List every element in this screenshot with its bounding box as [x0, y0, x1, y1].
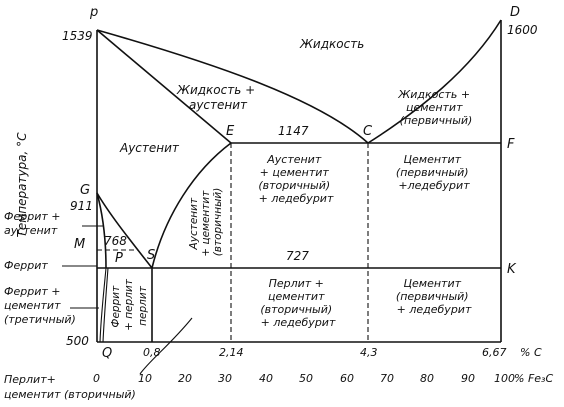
fe3c-tick-70: 70 — [380, 372, 394, 385]
fe3c-axis: 0 10 20 30 40 50 60 70 80 90 100 % Fe₃C — [93, 372, 553, 385]
region-liquid-cementite: Жидкость + цементит (первичный) — [397, 88, 473, 127]
temp-500: 500 — [66, 334, 89, 348]
point-c: C — [363, 124, 373, 139]
pointer-pearlite-cementite — [139, 317, 193, 375]
region-cementite-ledeburite-bottom: Цементит (первичный) + ледебурит — [396, 277, 472, 316]
point-d: D — [510, 5, 520, 20]
ferrite-zone-line — [102, 267, 109, 343]
pq-solvus — [99, 267, 107, 343]
region-pearlite-vertical: перлит — [137, 285, 149, 326]
region-pearlite-cementite-ledeburite: Перлит + цементит (вторичный) + ледебури… — [260, 277, 336, 329]
fe3c-tick-80: 80 — [420, 372, 434, 385]
carbon-tick-214: 2,14 — [219, 346, 244, 359]
fe3c-unit: % Fe₃C — [514, 372, 553, 385]
region-liquid: Жидкость — [299, 37, 364, 51]
fe3c-tick-90: 90 — [461, 372, 475, 385]
fe3c-tick-60: 60 — [340, 372, 354, 385]
a3-line-gs — [96, 192, 153, 269]
region-austenite-secondary-cementite-vertical: Аустенит + цементит (вторичный) — [188, 187, 224, 256]
point-p: p — [89, 5, 98, 20]
temp-727: 727 — [286, 249, 309, 263]
temp-768: 768 — [104, 234, 127, 248]
region-austenite-cementite-ledeburite: Аустенит + цементит (вторичный) + ледебу… — [258, 153, 334, 205]
region-austenite: Аустенит — [119, 141, 180, 155]
region-ferrite-pearlite-vertical: Феррит + перлит — [110, 278, 135, 331]
temp-1147: 1147 — [278, 124, 309, 138]
temp-911: 911 — [70, 199, 93, 213]
fe3c-tick-30: 30 — [218, 372, 232, 385]
liquidus-cd — [367, 19, 502, 144]
fe3c-tick-10: 10 — [138, 372, 152, 385]
carbon-tick-08: 0,8 — [143, 346, 161, 359]
carbon-unit: % C — [520, 346, 542, 359]
fe3c-tick-20: 20 — [178, 372, 192, 385]
phase-boundaries — [62, 19, 502, 375]
fe3c-tick-50: 50 — [299, 372, 313, 385]
solidus-ae — [96, 29, 232, 144]
region-cementite-ledeburite-top: Цементит (первичный) +ледебурит — [396, 153, 472, 192]
point-s: S — [147, 248, 155, 263]
carbon-axis: 0,8 2,14 4,3 6,67 % C — [143, 346, 542, 359]
label-pearlite-cementite: Перлит+ цементит (вторичный) — [4, 373, 136, 401]
point-g: G — [80, 183, 90, 198]
temp-1600: 1600 — [507, 23, 538, 37]
carbon-tick-667: 6,67 — [482, 346, 507, 359]
fe3c-tick-100: 100 — [494, 372, 515, 385]
point-e: E — [226, 124, 235, 139]
point-q: Q — [102, 346, 112, 361]
point-f: F — [507, 137, 515, 152]
point-m: M — [74, 237, 85, 252]
gp-line — [96, 192, 107, 269]
region-liquid-austenite: Жидкость + аустенит — [176, 83, 259, 112]
label-ferrite: Феррит — [4, 259, 48, 272]
point-p-eutectoid: P — [115, 251, 123, 266]
point-k: K — [507, 262, 517, 277]
carbon-tick-43: 4,3 — [360, 346, 378, 359]
fe3c-tick-0: 0 — [93, 372, 100, 385]
fe3c-tick-40: 40 — [259, 372, 273, 385]
liquidus-ac — [96, 29, 369, 144]
acm-line-es — [151, 142, 232, 269]
label-ferrite-cementite: Феррит + цементит (третичный) — [4, 285, 76, 326]
label-ferrite-austenite: Феррит + аустенит — [4, 210, 64, 237]
y-axis-label: Температура, °С — [15, 132, 29, 238]
temp-1539: 1539 — [62, 29, 93, 43]
